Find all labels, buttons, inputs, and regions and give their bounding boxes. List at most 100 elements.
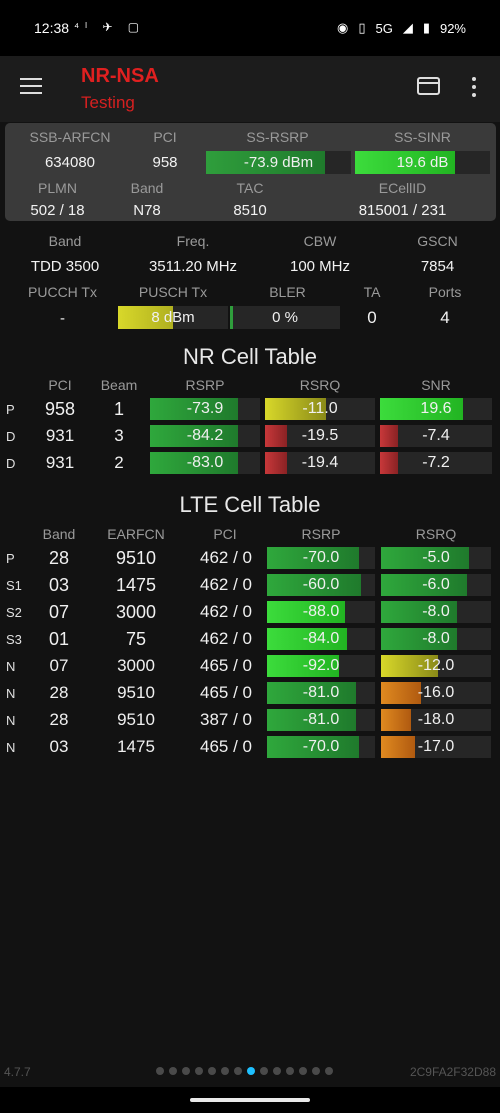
lte-row-rsrp-bar-fill: [267, 547, 359, 569]
lte-row-rsrq-bar-fill: [381, 547, 469, 569]
lte-row-earfcn: 75: [125, 629, 147, 649]
lte-row-rsrp-bar: -81.0: [267, 709, 375, 731]
nr-row-rsrq-bar-fill: [265, 452, 287, 474]
lte-row-rsrp-value: -88.0: [302, 603, 340, 620]
nr-header-rsrp: RSRP: [185, 377, 225, 393]
lte-header-rsrq: RSRQ: [415, 526, 457, 542]
status-right-group: ◉ ▯ 5G ◢ ▮ 92%: [337, 20, 466, 36]
ssb-arfcn-value: 634080: [44, 154, 96, 171]
app-subtitle: Testing: [81, 93, 135, 112]
pusch-tx-bar: 8 dBm: [118, 306, 228, 329]
page-dot[interactable]: [182, 1067, 190, 1075]
nr-row-snr-bar: 19.6: [380, 398, 492, 420]
device-id: 2C9FA2F32D88: [409, 1065, 496, 1079]
lte-row-earfcn: 3000: [117, 656, 155, 675]
pusch-tx-bar-fill: [118, 306, 173, 329]
location-icon: ◉: [336, 20, 349, 35]
ss-sinr-label: SS-SINR: [394, 129, 451, 145]
pci-label: PCI: [153, 129, 177, 145]
cbw-value: 100 MHz: [289, 258, 351, 275]
tac-value: 8510: [233, 202, 267, 219]
pucch-tx-label: PUCCH Tx: [28, 284, 97, 300]
menu-icon[interactable]: [20, 78, 42, 96]
app-version: 4.7.7: [4, 1065, 31, 1079]
page-dot[interactable]: [286, 1067, 294, 1075]
ss-sinr-bar: 19.6 dB: [355, 151, 490, 174]
nr-row-rsrp-value: -83.0: [186, 454, 224, 471]
page-dot[interactable]: [156, 1067, 164, 1075]
lte-row-rsrp-value: -70.0: [302, 738, 340, 755]
page-dot[interactable]: [312, 1067, 320, 1075]
freq-label: Freq.: [176, 233, 210, 249]
lte-row-type: P: [6, 551, 15, 566]
nr-header-snr: SNR: [421, 377, 451, 393]
lte-row-rsrp-value: -70.0: [302, 549, 340, 566]
home-gesture-pill[interactable]: [190, 1098, 310, 1102]
ecellid-label: ECellID: [378, 180, 427, 196]
lte-row-rsrq-bar-fill: [381, 628, 457, 650]
tac-label: TAC: [236, 180, 264, 196]
lte-row-earfcn: 1475: [117, 737, 155, 756]
page-dot[interactable]: [273, 1067, 281, 1075]
lte-row-earfcn: 9510: [117, 710, 155, 729]
page-dot[interactable]: [247, 1067, 255, 1075]
gscn-label: GSCN: [417, 233, 458, 249]
nr-row-snr-bar-fill: [380, 398, 463, 420]
band-value: N78: [133, 202, 161, 219]
page-dot[interactable]: [221, 1067, 229, 1075]
nr-row-beam: 1: [113, 399, 124, 419]
lte-row-band: 28: [49, 710, 69, 729]
lte-row-rsrq-value: -17.0: [417, 738, 455, 755]
page-indicator[interactable]: [156, 1067, 333, 1075]
lte-row-rsrp-bar-fill: [267, 682, 356, 704]
app-bar: NR-NSA Testing: [0, 56, 500, 122]
nr-row-rsrp-bar: -84.2: [150, 425, 260, 447]
lte-row-pci: 462 / 0: [200, 629, 252, 648]
lte-row-type: N: [6, 659, 16, 674]
lte-row-rsrp-value: -92.0: [302, 657, 340, 674]
ports-label: Ports: [428, 284, 462, 300]
page-dot[interactable]: [195, 1067, 203, 1075]
nr-row-rsrp-value: -84.2: [186, 427, 224, 444]
lte-row-rsrq-value: -12.0: [417, 657, 455, 674]
lte-row-rsrp-bar: -88.0: [267, 601, 375, 623]
nr-row-rsrq-bar: -11.0: [265, 398, 375, 420]
lte-row-rsrq-value: -18.0: [417, 711, 455, 728]
app-title: NR-NSA: [81, 65, 159, 87]
lte-row-band: 28: [49, 683, 69, 702]
lte-row-type: S3: [6, 632, 22, 647]
nr-row-rsrq-bar-fill: [265, 398, 326, 420]
nr-row-type: P: [6, 402, 15, 417]
lte-row-rsrq-bar: -5.0: [381, 547, 491, 569]
pusch-tx-label: PUSCH Tx: [138, 284, 208, 300]
lte-row-rsrq-bar: -6.0: [381, 574, 491, 596]
nr-row-snr-value: -7.4: [422, 427, 450, 444]
lte-row-rsrp-bar-fill: [267, 574, 361, 596]
lte-row-pci: 465 / 0: [200, 656, 252, 675]
nr-row-snr-bar-fill: [380, 452, 398, 474]
lte-header-earfcn: EARFCN: [107, 526, 165, 542]
nr-row-rsrp-value: -73.9: [186, 400, 224, 417]
page-dot[interactable]: [325, 1067, 333, 1075]
status-notification-icons: ⁴ˡ ✈ ▢: [74, 20, 146, 34]
freq-value: 3511.20 MHz: [148, 258, 238, 275]
page-dot[interactable]: [234, 1067, 242, 1075]
more-options-icon[interactable]: [472, 77, 476, 97]
ss-sinr-bar-fill: [355, 151, 455, 174]
bler-bar-fill: [230, 306, 234, 329]
signal-icon: ◢: [402, 20, 413, 35]
lte-row-type: N: [6, 740, 16, 755]
lte-header-band: Band: [42, 526, 76, 542]
lte-row-rsrq-value: -5.0: [422, 549, 450, 566]
lte-row-rsrq-bar-fill: [381, 709, 411, 731]
page-dot[interactable]: [299, 1067, 307, 1075]
lte-row-rsrq-bar: -8.0: [381, 628, 491, 650]
page-dot[interactable]: [208, 1067, 216, 1075]
page-dot[interactable]: [260, 1067, 268, 1075]
page-dot[interactable]: [169, 1067, 177, 1075]
card-icon[interactable]: [417, 77, 440, 95]
nr-row-rsrp-bar-fill: [150, 398, 238, 420]
nr-row-rsrq-value: -19.5: [301, 427, 339, 444]
ecellid-value: 815001 / 231: [358, 202, 447, 219]
lte-row-rsrq-value: -8.0: [422, 603, 450, 620]
